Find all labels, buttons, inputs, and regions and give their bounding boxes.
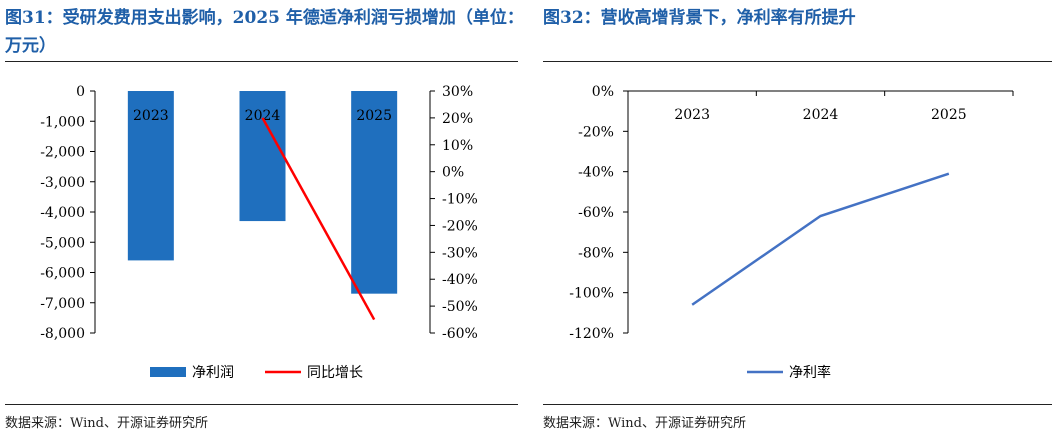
right-chart-title: 图32：营收高增背景下，净利率有所提升 [543,8,856,28]
right-y-tick-label: -20% [442,218,478,234]
x-category-label: 2025 [356,108,392,124]
left-y-tick-label: -6,000 [40,266,85,282]
x-category-label: 2023 [133,108,169,124]
right-source-note: 数据来源：Wind、开源证券研究所 [543,416,746,431]
y-tick-label: -60% [578,205,614,221]
right-y-tick-label: -30% [442,245,478,261]
net-margin-line [691,172,950,306]
net-profit-bar [127,91,174,261]
left-y-tick-label: -2,000 [40,145,85,161]
x-category-label: 2023 [674,107,710,123]
right-y-tick-label: -40% [442,272,478,288]
legend-label-net-margin: 净利率 [789,364,831,381]
yoy-growth-line [261,117,376,321]
right-y-tick-label: -50% [442,299,478,315]
x-category-label: 2025 [931,107,967,123]
y-tick-label: -80% [578,245,614,261]
y-tick-label: -40% [578,165,614,181]
net-profit-bar [239,91,286,222]
left-y-tick-label: -3,000 [40,175,85,191]
y-tick-label: -120% [569,326,614,342]
x-category-label: 2024 [803,107,839,123]
left-chart-title: 图31：受研发费用支出影响，2025 年德适净利润亏损增加（单位：万元） [5,8,524,56]
left-y-tick-label: 0 [76,84,85,100]
left-footer-rule [5,404,518,405]
left-y-tick-label: -4,000 [40,205,85,221]
legend-label-yoy-growth: 同比增长 [307,365,363,381]
left-chart: 0 -1,000 -2,000 -3,000 -4,000 -5,000 -6,000 -7,… [40,84,478,381]
right-y-tick-label: -10% [442,192,478,208]
left-y-tick-label: -5,000 [40,235,85,251]
x-category-label: 2024 [245,108,281,124]
legend-label-net-profit: 净利润 [192,365,234,381]
net-profit-bar [351,91,398,294]
left-y-tick-label: -7,000 [40,296,85,312]
right-y-tick-label: -60% [442,326,478,342]
y-tick-label: -20% [578,124,614,140]
y-tick-label: -100% [569,286,614,302]
left-title-rule [5,61,518,62]
left-source-note: 数据来源：Wind、开源证券研究所 [5,416,208,431]
right-y-tick-label: 30% [442,84,473,100]
left-y-tick-label: -8,000 [40,326,85,342]
legend-swatch-net-profit [150,367,186,377]
right-y-tick-label: 10% [442,138,473,154]
left-y-tick-label: -1,000 [40,114,85,130]
right-footer-rule [543,404,1052,405]
right-chart: 0% -20% -40% -60% -80% -100% -120% 2023 2024 2025… [569,84,1014,381]
right-y-tick-label: 20% [442,111,473,127]
right-title-rule [543,61,1052,62]
y-tick-label: 0% [592,84,614,100]
right-y-tick-label: 0% [442,165,464,181]
